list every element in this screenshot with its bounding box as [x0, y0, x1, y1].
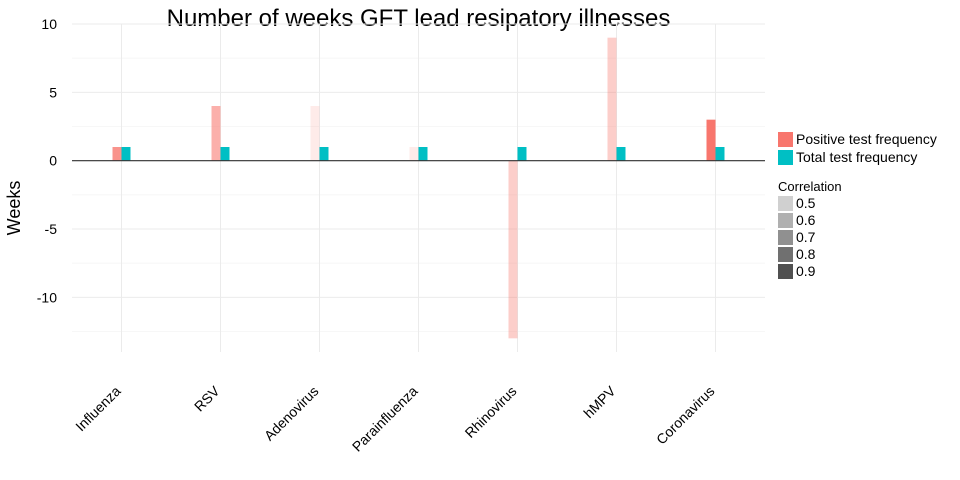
legend-swatch-total	[778, 150, 793, 165]
legend: Correlation Positive test frequency Total…	[778, 131, 937, 279]
x-axis-ticks: Influenza RSV Adenovirus Parainfluenza Rhino…	[72, 382, 717, 454]
y-tick-label: 10	[41, 16, 57, 32]
bar-total-rsv	[220, 147, 230, 161]
x-tick-label: Rhinovirus	[462, 383, 520, 441]
x-tick-label: Parainfluenza	[349, 383, 421, 455]
legend-alpha-swatch	[778, 230, 793, 245]
bar-total-coronavirus	[715, 147, 725, 161]
bar-positive-rhinovirus	[508, 160, 518, 339]
legend-label-positive: Positive test frequency	[796, 131, 937, 147]
bar-positive-rsv	[211, 106, 221, 161]
bar-total-rhinovirus	[517, 147, 527, 161]
y-tick-label: 0	[49, 153, 57, 169]
y-tick-label: -5	[45, 221, 58, 237]
legend-alpha-label: 0.9	[796, 263, 816, 279]
y-axis-label: Weeks	[4, 181, 24, 236]
legend-alpha-swatch	[778, 196, 793, 211]
bar-total-adenovirus	[319, 147, 329, 161]
bar-positive-adenovirus	[310, 106, 320, 161]
x-tick-label: Coronavirus	[653, 383, 718, 448]
bar-total-influenza	[121, 147, 131, 161]
bar-total-parainfluenza	[418, 147, 428, 161]
legend-alpha-label: 0.8	[796, 246, 816, 262]
legend-alpha-swatch	[778, 247, 793, 262]
y-tick-label: -10	[37, 289, 57, 305]
x-tick-label: Adenovirus	[261, 383, 322, 444]
legend-label-total: Total test frequency	[796, 149, 917, 165]
bar-positive-influenza	[112, 147, 122, 161]
bar-positive-parainfluenza	[409, 147, 419, 161]
legend-alpha-label: 0.6	[796, 212, 816, 228]
legend-alpha-label: 0.5	[796, 195, 816, 211]
x-tick-label: Influenza	[72, 383, 124, 435]
grid-lines	[72, 23, 765, 352]
legend-title-correlation: Correlation	[778, 179, 842, 194]
y-axis-ticks: 10 5 0 -5 -10	[37, 16, 57, 305]
bar-positive-hmpv	[607, 37, 617, 161]
x-tick-label: hMPV	[580, 382, 619, 421]
bars	[112, 37, 725, 339]
legend-alpha-swatch	[778, 213, 793, 228]
legend-swatch-positive	[778, 132, 793, 147]
bar-total-hmpv	[616, 147, 626, 161]
y-tick-label: 5	[49, 84, 57, 100]
legend-alpha-swatch	[778, 264, 793, 279]
bar-positive-coronavirus	[706, 119, 716, 161]
legend-alpha-label: 0.7	[796, 229, 816, 245]
x-tick-label: RSV	[191, 382, 223, 414]
